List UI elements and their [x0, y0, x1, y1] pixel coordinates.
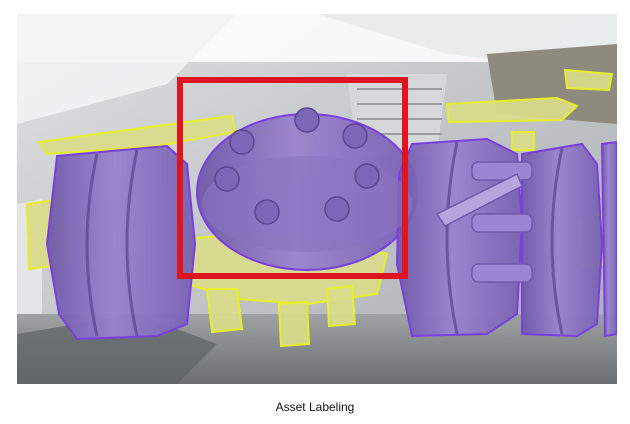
- highlight-box: [177, 77, 408, 279]
- labeled-asset-photo: [17, 14, 617, 384]
- flange-bolt-heads: [214, 107, 380, 225]
- caption: Asset Labeling: [275, 400, 355, 414]
